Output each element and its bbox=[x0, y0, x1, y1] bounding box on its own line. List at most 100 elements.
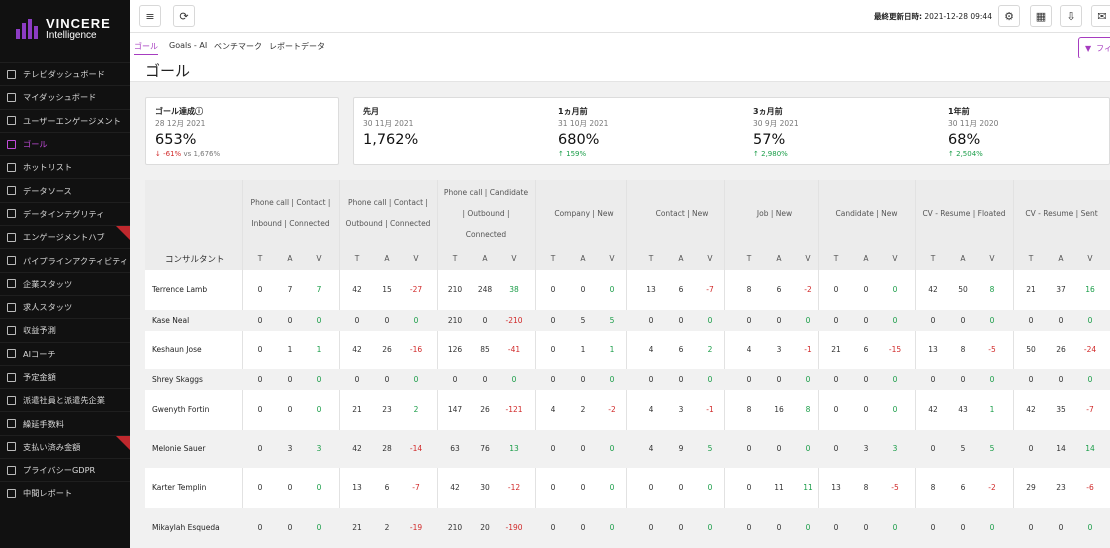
tab-benchmark[interactable]: ベンチマーク bbox=[214, 42, 262, 51]
group-header[interactable]: Phone call | Contact | Inbound | Connecte… bbox=[242, 192, 339, 234]
sidebar-item-17[interactable]: プライバシーGDPR bbox=[0, 458, 130, 481]
group-header[interactable]: CV - Resume | Sent bbox=[1013, 203, 1110, 224]
filter-button[interactable]: ▼ フィ bbox=[1078, 37, 1110, 59]
sidebar-item-10[interactable]: 求人スタッツ bbox=[0, 294, 130, 318]
subcolumn-header[interactable]: A bbox=[482, 254, 488, 263]
table-cell: 0 bbox=[609, 374, 615, 384]
last-updated: 最終更新日時: 2021-12-28 09:44 bbox=[874, 11, 992, 22]
subcolumn-header[interactable]: V bbox=[805, 254, 811, 263]
subcolumn-header[interactable]: A bbox=[776, 254, 782, 263]
sidebar-item-4[interactable]: ホットリスト bbox=[0, 155, 130, 178]
subcolumn-header[interactable]: V bbox=[413, 254, 419, 263]
subcolumn-header[interactable]: A bbox=[580, 254, 586, 263]
subcolumn-header[interactable]: A bbox=[960, 254, 966, 263]
subcolumn-header[interactable]: V bbox=[511, 254, 517, 263]
subcolumn-header[interactable]: A bbox=[384, 254, 390, 263]
table-row[interactable]: Mikaylah Esqueda 0 0 0 21 2 -19 210 20 -190 0 0 0 0 0 0… bbox=[145, 508, 1110, 548]
subcolumn-header[interactable]: A bbox=[678, 254, 684, 263]
sidebar-item-6[interactable]: データインテグリティ bbox=[0, 201, 130, 225]
sidebar-item-2[interactable]: ユーザーエンゲージメント bbox=[0, 108, 130, 132]
table-cell: 0 bbox=[892, 285, 898, 294]
refresh-icon[interactable]: ⟳ bbox=[173, 5, 195, 27]
sidebar-item-14[interactable]: 派遣社員と派遣先企業 bbox=[0, 388, 130, 411]
table-cell: 21 bbox=[352, 405, 362, 414]
subcolumn-header[interactable]: T bbox=[550, 254, 556, 263]
sidebar-item-label: ゴール bbox=[23, 139, 48, 150]
sidebar-item-11[interactable]: 収益予測 bbox=[0, 318, 130, 341]
table-cell: 0 bbox=[648, 523, 654, 532]
subcolumn-header[interactable]: A bbox=[287, 254, 293, 263]
subcolumn-header[interactable]: V bbox=[609, 254, 615, 263]
chat-icon[interactable]: ✉ bbox=[1091, 5, 1110, 27]
subcolumn-header[interactable]: T bbox=[833, 254, 839, 263]
sidebar-item-15[interactable]: 繰延手数料 bbox=[0, 411, 130, 434]
export-icon[interactable]: ⇩ bbox=[1060, 5, 1082, 27]
tab-goals-ai[interactable]: Goals - AI bbox=[169, 41, 208, 50]
menu-icon[interactable]: ≡ bbox=[139, 5, 161, 27]
sidebar-item-0[interactable]: テレビダッシュボード bbox=[0, 62, 130, 85]
table-row[interactable]: Karter Templin 0 0 0 13 6 -7 42 30 -12 0 0 0 0 0 0 0 11 11… bbox=[145, 468, 1110, 508]
goal-achievement-card: ゴール達成ⓘ 28 12月 2021 653% ↓ -61% vs 1,676% bbox=[145, 97, 339, 165]
kpi-1-month-ago: 1ヵ月前 31 10月 2021 680% ↑ 159% bbox=[558, 106, 608, 158]
group-header[interactable]: CV - Resume | Floated bbox=[915, 203, 1013, 224]
table-row[interactable]: Keshaun Jose 0 1 1 42 26 -16 126 85 -41 0 1 1 4 6 2 4 3 -1… bbox=[145, 331, 1110, 369]
sidebar-item-13[interactable]: 予定金額 bbox=[0, 364, 130, 388]
sidebar-item-3[interactable]: ゴール bbox=[0, 131, 130, 155]
sidebar-item-5[interactable]: データソース bbox=[0, 178, 130, 201]
company-icon bbox=[7, 279, 16, 289]
table-row[interactable]: Gwenyth Fortin 0 0 0 21 23 2 147 26 -121 4 2 -2 4 3 -1 8… bbox=[145, 390, 1110, 430]
table-row[interactable]: Shrey Skaggs 0 0 0 0 0 0 0 0 0 0 0 0 0 0 0 0 0 0 0 0 0 0 0 0 0 0 0 bbox=[145, 369, 1110, 390]
subcolumn-header[interactable]: A bbox=[1058, 254, 1064, 263]
sidebar-item-label: 支払い済み金額 bbox=[23, 441, 81, 452]
sidebar-item-1[interactable]: マイダッシュボード bbox=[0, 85, 130, 108]
kpi-value: 68% bbox=[948, 132, 981, 148]
group-header[interactable]: Contact | New bbox=[633, 203, 731, 224]
subcolumn-header[interactable]: T bbox=[648, 254, 654, 263]
group-header[interactable]: Job | New bbox=[731, 203, 818, 224]
subcolumn-header[interactable]: T bbox=[257, 254, 263, 263]
table-cell: 8 bbox=[989, 285, 995, 294]
table-row[interactable]: Kase Neal 0 0 0 0 0 0 210 0 -210 0 5 5 0 0 0 0 0 0 0 0 0 0 0 0 0 0… bbox=[145, 310, 1110, 331]
sidebar-item-8[interactable]: パイプラインアクティビティ bbox=[0, 248, 130, 271]
subcolumn-header[interactable]: T bbox=[930, 254, 936, 263]
tab-report-data[interactable]: レポートデータ bbox=[269, 42, 325, 51]
subcolumn-header[interactable]: T bbox=[354, 254, 360, 263]
group-header-line: Candidate | New bbox=[835, 209, 898, 218]
paid-icon bbox=[7, 442, 16, 452]
group-header[interactable]: Candidate | New bbox=[818, 203, 915, 224]
table-cell: 0 bbox=[989, 523, 995, 532]
sidebar-item-16[interactable]: 支払い済み金額 bbox=[0, 434, 130, 458]
sidebar-item-label: 繰延手数料 bbox=[23, 418, 64, 429]
group-header[interactable]: Company | New bbox=[535, 203, 633, 224]
subcolumn-header[interactable]: T bbox=[452, 254, 458, 263]
table-cell: 2 bbox=[413, 405, 419, 414]
table-cell: 0 bbox=[1028, 523, 1034, 532]
subcolumn-header[interactable]: V bbox=[1087, 254, 1093, 263]
column-divider bbox=[818, 180, 819, 548]
subcolumn-header[interactable]: V bbox=[989, 254, 995, 263]
temp-icon bbox=[7, 395, 16, 405]
tab-goal[interactable]: ゴール bbox=[134, 41, 158, 55]
subcolumn-header[interactable]: V bbox=[707, 254, 713, 263]
subcolumn-header[interactable]: T bbox=[1028, 254, 1034, 263]
sidebar-item-7[interactable]: エンゲージメントハブ bbox=[0, 225, 130, 248]
table-cell: 0 bbox=[833, 444, 839, 453]
sidebar-item-9[interactable]: 企業スタッツ bbox=[0, 271, 130, 295]
table-row[interactable]: Terrence Lamb 0 7 7 42 15 -27 210 248 38 0 0 0 13 6 -7 8… bbox=[145, 270, 1110, 310]
sidebar-item-18[interactable]: 中間レポート bbox=[0, 481, 130, 504]
subcolumn-header[interactable]: V bbox=[892, 254, 898, 263]
table-cell: -41 bbox=[507, 345, 521, 354]
group-header[interactable]: Phone call | Contact | Outbound | Connect… bbox=[339, 192, 437, 234]
table-row[interactable]: Melonie Sauer 0 3 3 42 28 -14 63 76 13 0 0 0 4 9 5 0 0 0 0 3… bbox=[145, 430, 1110, 468]
table-cell: 0 bbox=[287, 483, 293, 492]
table-cell: -7 bbox=[412, 483, 420, 492]
subcolumn-header[interactable]: V bbox=[316, 254, 322, 263]
sidebar-item-12[interactable]: AIコーチ bbox=[0, 341, 130, 365]
subcolumn-header[interactable]: T bbox=[746, 254, 752, 263]
subcolumn-header[interactable]: A bbox=[863, 254, 869, 263]
logo[interactable]: VINCERE Intelligence bbox=[0, 0, 130, 58]
settings-icon[interactable]: ⚙ bbox=[998, 5, 1020, 27]
calculator-icon[interactable]: ▦ bbox=[1030, 5, 1052, 27]
sidebar-item-label: ホットリスト bbox=[23, 162, 73, 173]
group-header[interactable]: Phone call | Candidate | Outbound | Connec… bbox=[437, 182, 535, 245]
